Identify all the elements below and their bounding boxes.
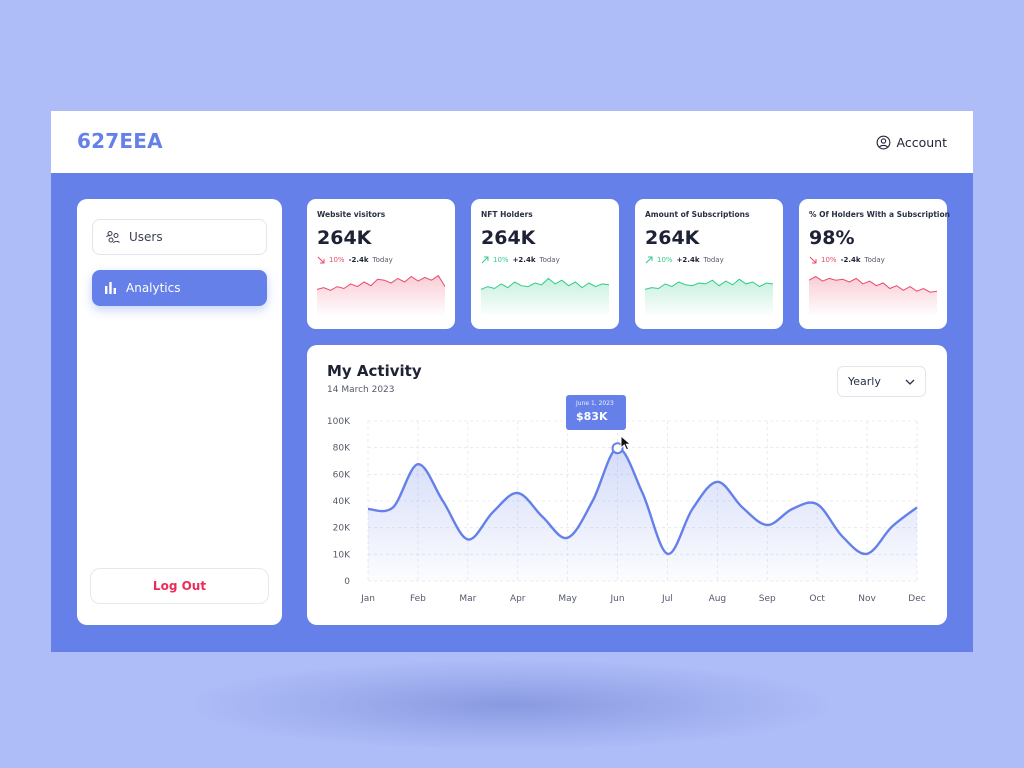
sparkline-area	[809, 276, 937, 317]
brand-logo: 627EEA	[77, 129, 163, 153]
stat-meta: 10% +2.4k Today	[645, 256, 773, 264]
x-tick-label: Apr	[510, 594, 526, 604]
y-tick-label: 60K	[333, 470, 351, 480]
x-tick-label: Aug	[709, 594, 727, 604]
activity-area	[368, 448, 917, 581]
range-select[interactable]: Yearly	[837, 366, 926, 397]
stat-card-nft-holders: NFT Holders 264K 10% +2.4k Today	[471, 199, 619, 329]
tooltip-date: June 1, 2023	[576, 400, 614, 407]
x-tick-label: Mar	[459, 594, 476, 604]
y-tick-label: 0	[344, 577, 350, 587]
stat-value: 264K	[317, 227, 372, 249]
bar-chart-icon	[105, 282, 116, 294]
stat-period: Today	[703, 256, 724, 264]
y-tick-label: 10K	[333, 550, 351, 560]
activity-card: My Activity 14 March 2023 Yearly 100K 80K…	[307, 345, 947, 625]
stat-period: Today	[864, 256, 885, 264]
sparkline-holders-with-subscription	[809, 275, 937, 317]
account-label: Account	[896, 134, 947, 150]
x-tick-label: Nov	[858, 594, 876, 604]
user-circle-icon	[876, 135, 890, 149]
x-tick-label: Dec	[908, 594, 925, 604]
y-tick-label: 20K	[333, 524, 351, 534]
chevron-down-icon	[905, 379, 915, 385]
floating-shadow	[190, 660, 830, 750]
stat-card-subscriptions: Amount of Subscriptions 264K 10% +2.4k T…	[635, 199, 783, 329]
x-tick-label: Oct	[809, 594, 825, 604]
stat-period: Today	[372, 256, 393, 264]
sparkline-subscriptions	[645, 278, 773, 317]
stat-card-website-visitors: Website visitors 264K 10% -2.4k Today	[307, 199, 455, 329]
stat-percent: 10%	[329, 256, 345, 264]
stat-value: 264K	[481, 227, 536, 249]
dashboard-window: 627EEA Account Users	[51, 111, 973, 652]
stat-percent: 10%	[821, 256, 837, 264]
sparkline-area	[317, 275, 445, 317]
mouse-pointer-icon	[620, 435, 632, 451]
sidebar-item-analytics[interactable]: Analytics	[92, 270, 267, 306]
stat-value: 98%	[809, 227, 855, 249]
y-tick-label: 100K	[327, 417, 351, 427]
stat-value: 264K	[645, 227, 700, 249]
sparkline-line	[809, 275, 937, 293]
x-tick-label: May	[558, 594, 577, 604]
sidebar-item-label: Analytics	[126, 281, 181, 295]
sparkline-line	[481, 277, 609, 290]
activity-date: 14 March 2023	[327, 385, 395, 395]
stat-delta: -2.4k	[840, 256, 861, 264]
stat-title: Website visitors	[317, 210, 386, 219]
activity-title: My Activity	[327, 362, 422, 380]
logout-button[interactable]: Log Out	[90, 568, 269, 604]
account-button[interactable]: Account	[876, 131, 947, 153]
x-tick-label: Jul	[661, 594, 673, 604]
stat-title: Amount of Subscriptions	[645, 210, 750, 219]
arrow-down-right-icon	[317, 256, 325, 264]
stat-meta: 10% -2.4k Today	[809, 256, 937, 264]
stat-title: % Of Holders With a Subscription	[809, 210, 950, 219]
stat-percent: 10%	[493, 256, 509, 264]
stat-meta: 10% -2.4k Today	[317, 256, 445, 264]
sparkline-area	[645, 279, 773, 317]
sparkline-website-visitors	[317, 274, 445, 317]
activity-line	[367, 447, 918, 556]
arrow-up-right-icon	[645, 256, 653, 264]
x-tick-label: Sep	[759, 594, 776, 604]
x-tick-label: Jan	[360, 594, 375, 604]
stat-delta: -2.4k	[348, 256, 369, 264]
stat-title: NFT Holders	[481, 210, 533, 219]
stat-period: Today	[539, 256, 560, 264]
y-tick-label: 80K	[333, 444, 351, 454]
highlight-point	[611, 442, 624, 455]
stat-percent: 10%	[657, 256, 673, 264]
sidebar-item-users[interactable]: Users	[92, 219, 267, 255]
users-icon	[106, 231, 120, 244]
sparkline-nft-holders	[481, 277, 609, 317]
sparkline-line	[317, 274, 445, 291]
activity-chart: 100K 80K 60K 40K 20K 10K 0 Jan Feb Mar Apr May Jun Ju…	[327, 417, 926, 604]
top-header: 627EEA Account	[51, 111, 973, 173]
range-select-value: Yearly	[848, 375, 881, 388]
stat-card-holders-with-subscription: % Of Holders With a Subscription 98% 10%…	[799, 199, 950, 329]
arrow-down-right-icon	[809, 256, 817, 264]
sidebar-item-label: Users	[129, 230, 163, 244]
sparkline-line	[645, 278, 773, 290]
x-tick-label: Feb	[410, 594, 426, 604]
y-tick-label: 40K	[333, 497, 351, 507]
stat-delta: +2.4k	[676, 256, 700, 264]
sidebar: Users Analytics Log Out	[77, 199, 282, 625]
x-tick-label: Jun	[610, 594, 625, 604]
tooltip-value: $83K	[576, 410, 608, 423]
arrow-up-right-icon	[481, 256, 489, 264]
sparkline-area	[481, 278, 609, 317]
chart-tooltip: June 1, 2023 $83K	[566, 395, 626, 430]
stat-delta: +2.4k	[512, 256, 536, 264]
stat-meta: 10% +2.4k Today	[481, 256, 609, 264]
